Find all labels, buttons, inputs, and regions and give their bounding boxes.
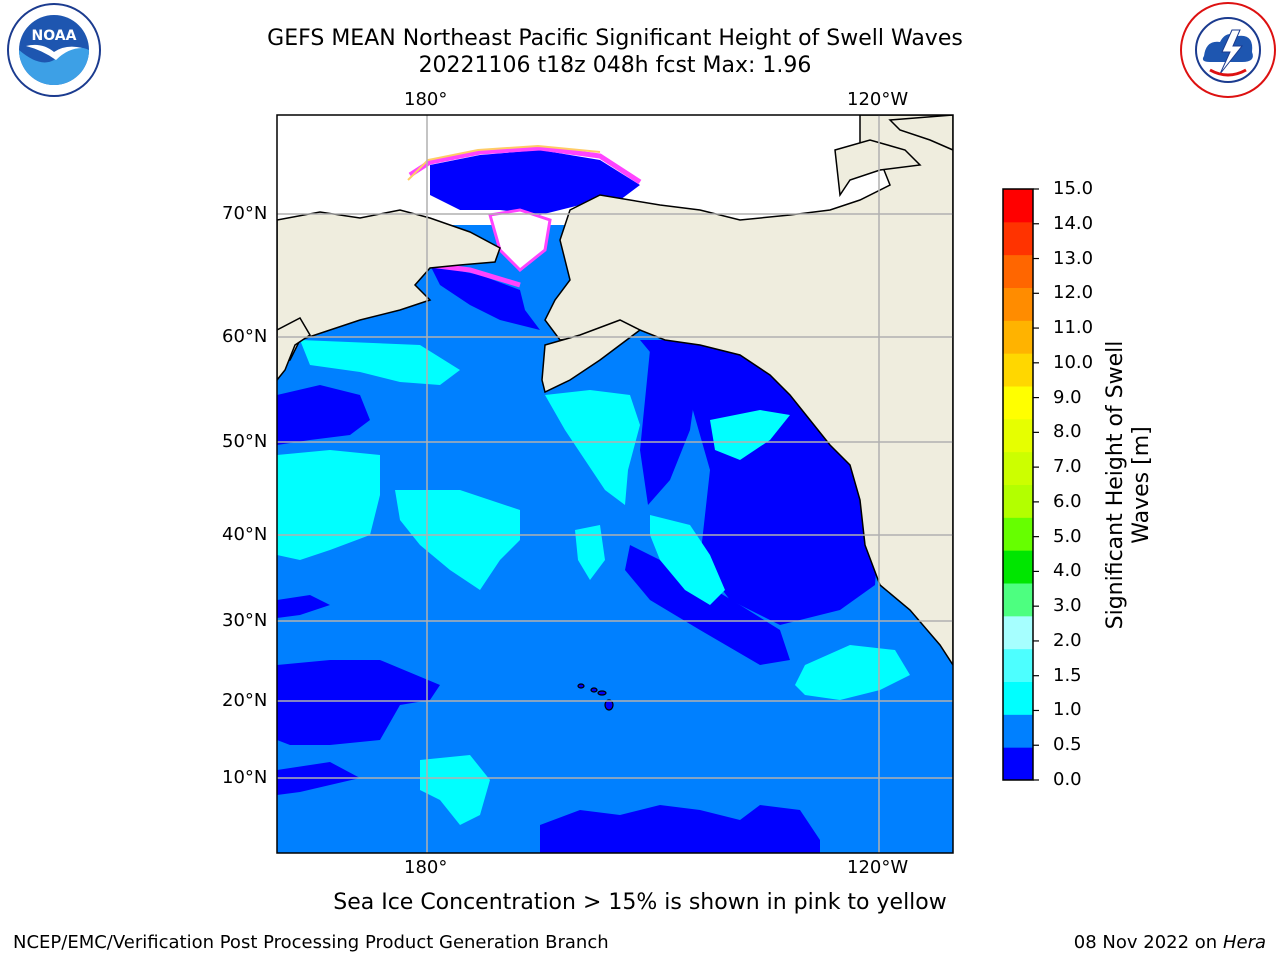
lon-label-bottom-120w: 120°W	[847, 857, 909, 878]
swell-high-nw	[300, 340, 460, 385]
lat-label-20n: 20°N	[222, 690, 268, 711]
lat-label-10n: 10°N	[222, 767, 268, 788]
colorbar	[1002, 188, 1039, 781]
swell-high-mid	[575, 525, 605, 580]
colorbar-swatch	[1003, 254, 1033, 288]
colorbar-tick-label: 11.0	[1053, 317, 1094, 339]
colorbar-title-line1: Significant Height of Swell	[1103, 340, 1128, 630]
lat-label-30n: 30°N	[222, 610, 268, 631]
gridlines	[277, 115, 953, 853]
lat-label-50n: 50°N	[222, 431, 268, 452]
nws-logo	[1180, 2, 1276, 98]
colorbar-tick-label: 15.0	[1053, 178, 1094, 199]
colorbar-tick-label: 4.0	[1053, 560, 1082, 582]
colorbar-swatch	[1003, 550, 1033, 584]
colorbar-swatch	[1003, 747, 1033, 781]
swell-high-sw	[277, 500, 300, 528]
footer-left: NCEP/EMC/Verification Post Processing Pr…	[13, 932, 609, 953]
colorbar-tick-label: 3.0	[1053, 595, 1082, 617]
colorbar-swatch	[1003, 189, 1033, 223]
colorbar-tick-label: 7.0	[1053, 456, 1082, 478]
colorbar-tick-label: 1.0	[1053, 699, 1082, 721]
colorbar-swatch	[1003, 648, 1033, 682]
colorbar-tick-label: 1.5	[1053, 664, 1082, 686]
swell-high-diag	[650, 515, 725, 605]
colorbar-swatch	[1003, 287, 1033, 321]
colorbar-frame	[1002, 188, 1034, 781]
land-arctic-islands	[834, 115, 953, 198]
swell-low-w30	[277, 595, 330, 618]
sea-ice-note: Sea Ice Concentration > 15% is shown in …	[333, 890, 947, 915]
lon-label-bottom-180: 180°	[404, 857, 448, 878]
noaa-logo: NOAA	[7, 3, 101, 97]
bering-low	[430, 150, 640, 215]
swell-high-ne	[710, 410, 790, 460]
colorbar-tick-label: 9.0	[1053, 386, 1082, 408]
colorbar-tick-label: 6.0	[1053, 490, 1082, 512]
colorbar-tick-label: 13.0	[1053, 247, 1094, 269]
footer-right: 08 Nov 2022 on Hera	[1074, 932, 1266, 953]
colorbar-title: Significant Height of Swell Waves [m]	[1103, 341, 1155, 630]
colorbar-swatch	[1003, 418, 1033, 453]
colorbar-tick-label: 0.0	[1053, 769, 1082, 790]
land-north-america	[544, 115, 953, 667]
swell-low-central	[640, 350, 700, 505]
hawaii-islands	[577, 683, 614, 711]
colorbar-swatch	[1003, 386, 1033, 420]
colorbar-tick-label: 14.0	[1053, 212, 1094, 234]
swell-high-w	[277, 450, 380, 560]
lat-label-70n: 70°N	[222, 203, 268, 224]
footer-date: 08 Nov 2022 on	[1073, 932, 1218, 953]
colorbar-tick-label: 8.0	[1053, 421, 1082, 443]
lon-label-top-120w: 120°W	[847, 89, 909, 110]
lat-label-40n: 40°N	[222, 524, 268, 545]
colorbar-swatch	[1003, 583, 1033, 617]
swell-low-diag	[625, 545, 790, 665]
map-title: GEFS MEAN Northeast Pacific Significant …	[267, 26, 963, 51]
colorbar-swatch	[1003, 221, 1033, 256]
map-frame	[276, 114, 954, 854]
colorbar-swatch	[1003, 320, 1033, 354]
colorbar-swatch	[1003, 615, 1033, 650]
colorbar-tick-label: 10.0	[1053, 351, 1094, 373]
swell-high-e	[795, 645, 910, 700]
colorbar-swatch	[1003, 484, 1033, 518]
swell-low-wgulf	[277, 385, 370, 445]
colorbar-swatch	[1003, 517, 1033, 551]
sea-ice-edge-yellow	[407, 144, 601, 181]
swell-low-s	[540, 805, 820, 853]
colorbar-tick-label: 2.0	[1053, 629, 1082, 651]
land-alaska-peninsula	[541, 319, 642, 394]
colorbar-swatch	[1003, 714, 1033, 748]
bering-low2	[430, 265, 540, 330]
swell-low-sw	[277, 660, 440, 745]
lat-label-60n: 60°N	[222, 326, 268, 347]
colorbar-swatch	[1003, 353, 1033, 387]
colorbar-title-line2: Waves [m]	[1129, 426, 1154, 544]
svg-text:NOAA: NOAA	[32, 28, 77, 44]
lon-label-top-180: 180°	[404, 89, 448, 110]
colorbar-swatch	[1003, 681, 1033, 715]
swell-high-gulf	[545, 390, 640, 505]
colorbar-tick-label: 5.0	[1053, 525, 1082, 547]
colorbar-tick-label: 0.5	[1053, 734, 1082, 756]
map-subtitle: 20221106 t18z 048h fcst Max: 1.96	[418, 53, 812, 78]
swell-high-s	[420, 755, 490, 825]
land-kamchatka	[277, 317, 312, 382]
colorbar-swatch	[1003, 451, 1033, 485]
colorbar-tick-label: 12.0	[1053, 282, 1094, 304]
footer-machine: Hera	[1222, 932, 1266, 953]
